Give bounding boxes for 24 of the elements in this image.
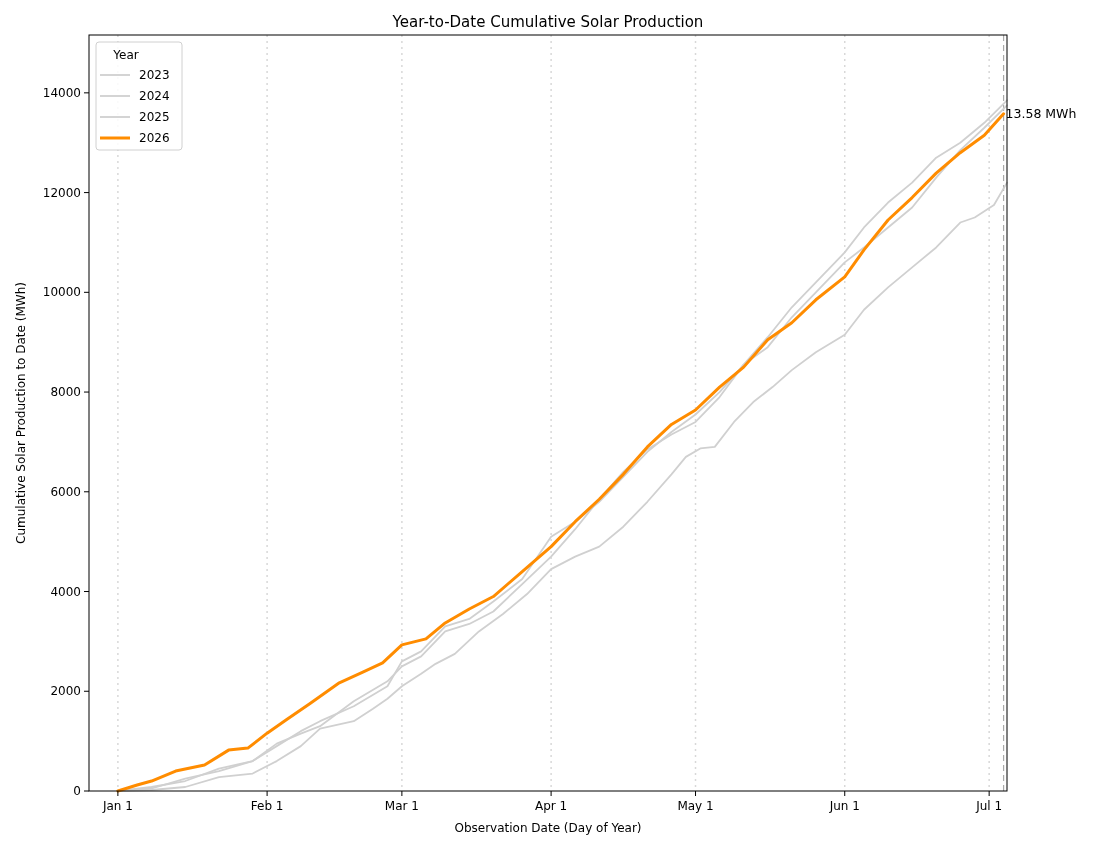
- y-tick-label: 12000: [42, 185, 81, 200]
- y-tick-label: 8000: [50, 385, 81, 400]
- x-tick-label: Mar 1: [384, 799, 419, 813]
- y-axis-title: Cumulative Solar Production to Date (MWh): [14, 282, 28, 544]
- x-tick-label: Feb 1: [250, 799, 284, 813]
- x-tick-label: May 1: [677, 799, 714, 813]
- legend-label: 2024: [139, 89, 170, 103]
- legend-label: 2023: [139, 68, 170, 82]
- x-tick-label: Jun 1: [828, 799, 860, 813]
- y-tick-label: 4000: [50, 584, 81, 599]
- y-tick-label: 6000: [50, 484, 81, 499]
- y-tick-label: 14000: [42, 85, 81, 100]
- legend-title: Year: [112, 48, 139, 62]
- y-tick-label: 10000: [42, 285, 81, 300]
- annotation: 13.58 MWh: [1005, 105, 1077, 121]
- legend-label: 2026: [139, 131, 170, 145]
- y-tick-label: 2000: [50, 684, 81, 699]
- x-tick-label: Apr 1: [535, 799, 568, 813]
- x-tick-label: Jan 1: [101, 799, 133, 813]
- x-axis-title: Observation Date (Day of Year): [454, 821, 642, 835]
- y-tick-label: 0: [73, 784, 81, 798]
- x-tick-label: Jul 1: [975, 799, 1003, 813]
- chart-title: Year-to-Date Cumulative Solar Production: [391, 13, 704, 31]
- legend-label: 2025: [139, 110, 170, 124]
